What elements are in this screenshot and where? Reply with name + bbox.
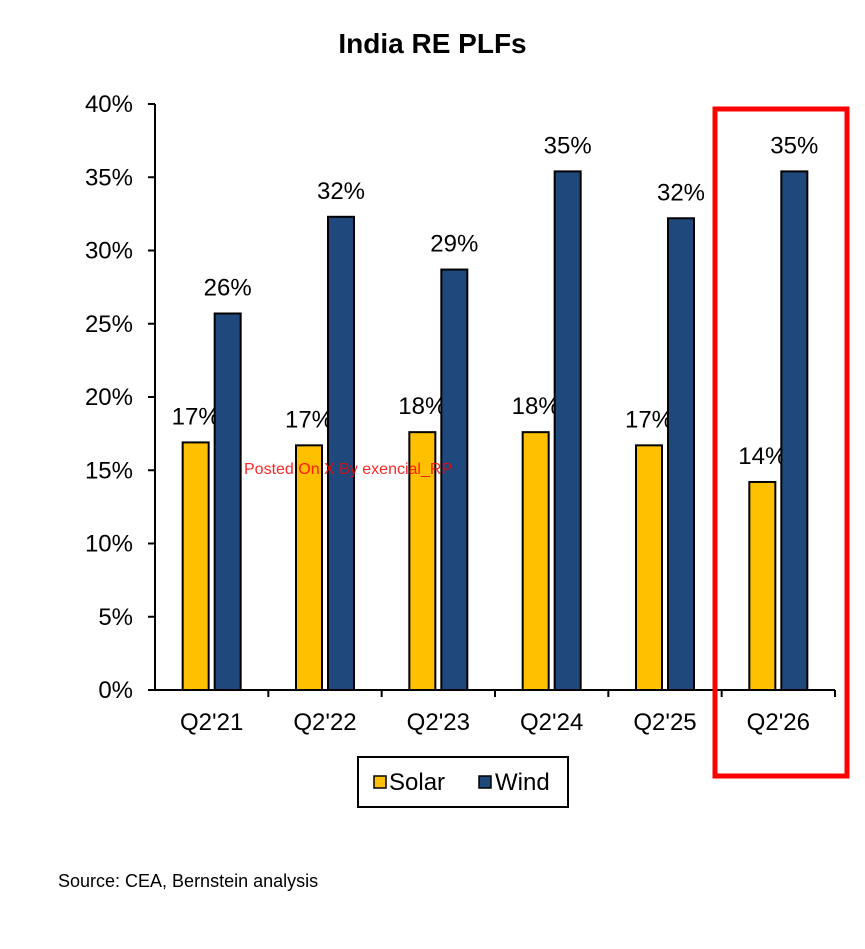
bar-wind [667,217,695,692]
bar-wind [327,215,355,691]
y-tick-label: 20% [85,384,133,411]
data-label-wind: 26% [204,274,252,301]
data-label-wind: 35% [770,132,818,159]
data-label-solar: 18% [398,393,446,420]
bar-solar [521,431,550,691]
y-tick-label: 5% [98,604,133,631]
x-tick-label: Q2'24 [520,709,583,736]
chart-title: India RE PLFs [338,28,527,59]
data-label-solar: 17% [285,406,333,433]
bar-solar [295,444,323,691]
bar-solar [635,444,663,691]
x-tick-label: Q2'25 [633,709,696,736]
y-tick-label: 30% [85,238,133,265]
x-tick-label: Q2'23 [407,709,470,736]
y-tick-label: 25% [85,311,133,338]
y-tick-label: 0% [98,677,133,704]
legend-swatch-solar [373,775,387,789]
watermark-text: Posted On X By exencial_RP [244,461,452,478]
bar-wind [440,268,469,691]
legend-label-wind: Wind [495,769,550,796]
data-label-wind: 32% [317,178,365,205]
legend-swatch-wind [478,775,492,789]
bar-solar [408,431,437,691]
highlight-box [712,106,850,779]
bar-wind [553,170,582,691]
data-label-solar: 17% [172,403,220,430]
data-label-wind: 29% [430,231,478,258]
source-note: Source: CEA, Bernstein analysis [58,871,319,891]
y-tick-label: 15% [85,457,133,484]
bar-wind [213,312,242,691]
y-tick-label: 35% [85,164,133,191]
data-label-solar: 17% [625,406,673,433]
data-label-wind: 35% [544,132,592,159]
legend-box [357,756,569,808]
y-tick-label: 40% [85,91,133,118]
bar-wind [780,170,809,691]
data-label-solar: 18% [512,393,560,420]
legend-label-solar: Solar [389,769,445,796]
x-tick-label: Q2'21 [180,709,243,736]
data-label-wind: 32% [657,179,705,206]
bar-solar [748,480,777,691]
y-tick-label: 10% [85,531,133,558]
x-tick-label: Q2'22 [293,709,356,736]
x-tick-label: Q2'26 [747,709,810,736]
data-label-solar: 14% [738,443,786,470]
bar-solar [181,441,210,692]
